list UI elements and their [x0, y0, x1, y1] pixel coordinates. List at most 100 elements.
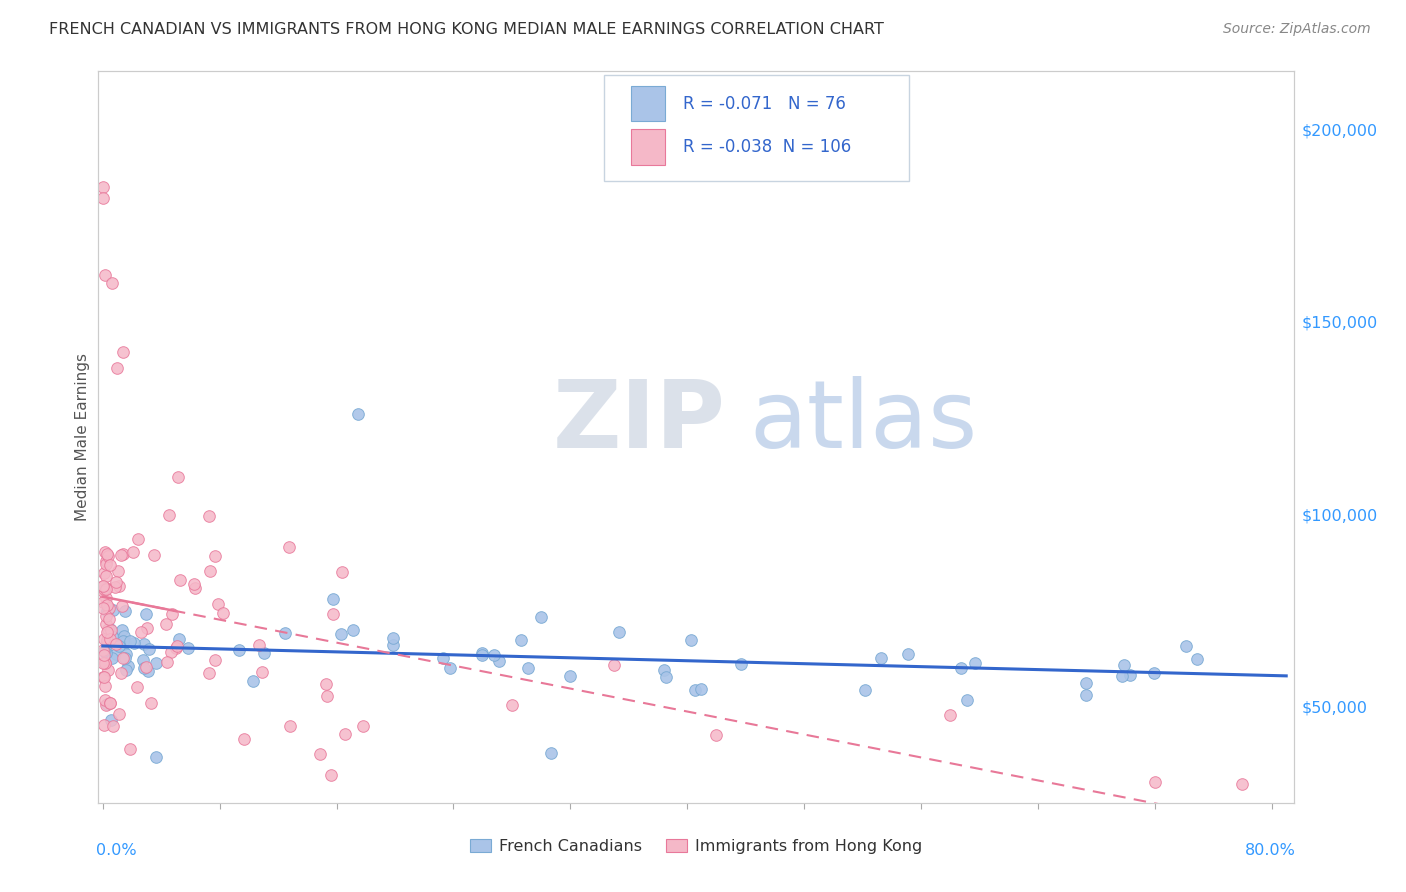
Point: [510, 633, 533, 648]
Point: [101, 276, 124, 290]
Point: [155, 617, 177, 632]
Point: [108, 639, 131, 653]
Point: [1074, 676, 1097, 690]
Point: [204, 653, 226, 667]
Point: [112, 634, 135, 648]
Point: [167, 469, 190, 483]
Point: [232, 732, 254, 747]
Point: [135, 621, 157, 635]
Point: [96, 646, 118, 660]
Text: atlas: atlas: [749, 376, 979, 468]
Point: [94, 591, 117, 605]
Point: [96, 633, 118, 648]
Point: [316, 690, 339, 704]
Point: [97, 622, 120, 636]
Legend: French Canadians, Immigrants from Hong Kong: French Canadians, Immigrants from Hong K…: [464, 833, 928, 861]
Point: [107, 564, 129, 578]
Point: [200, 564, 222, 578]
Point: [142, 548, 165, 562]
Point: [558, 669, 581, 683]
Point: [198, 665, 221, 680]
Point: [1112, 657, 1135, 672]
Point: [145, 656, 167, 670]
Point: [91, 595, 114, 609]
Point: [101, 650, 124, 665]
Point: [869, 651, 891, 665]
Point: [471, 646, 494, 660]
Point: [100, 713, 122, 727]
Point: [93, 692, 115, 706]
Point: [96, 547, 118, 561]
Point: [274, 625, 297, 640]
Point: [501, 698, 523, 713]
Point: [96, 581, 118, 595]
Point: [105, 637, 128, 651]
Point: [315, 677, 337, 691]
Point: [132, 653, 155, 667]
Point: [96, 644, 118, 658]
Point: [114, 651, 136, 665]
Point: [112, 547, 135, 561]
Point: [98, 622, 121, 636]
Point: [516, 661, 538, 675]
Point: [98, 697, 121, 711]
Point: [432, 651, 454, 665]
Point: [212, 606, 235, 620]
Point: [1111, 669, 1133, 683]
Point: [114, 604, 136, 618]
Point: [1143, 774, 1166, 789]
Point: [330, 565, 353, 579]
Point: [132, 661, 155, 675]
Point: [278, 540, 301, 554]
Point: [96, 635, 118, 649]
Point: [853, 682, 876, 697]
Point: [278, 719, 301, 733]
Point: [93, 644, 115, 658]
Text: ZIP: ZIP: [553, 376, 725, 468]
Point: [138, 641, 160, 656]
Y-axis label: Median Male Earnings: Median Male Earnings: [75, 353, 90, 521]
Point: [252, 665, 274, 679]
Point: [956, 693, 979, 707]
Point: [114, 635, 136, 649]
Point: [98, 696, 121, 710]
Point: [381, 631, 404, 645]
Point: [160, 607, 183, 621]
Point: [136, 664, 159, 678]
Point: [91, 191, 114, 205]
Text: R = -0.038  N = 106: R = -0.038 N = 106: [683, 138, 851, 156]
Point: [939, 707, 962, 722]
Point: [1185, 652, 1208, 666]
Point: [108, 706, 131, 721]
Point: [96, 697, 118, 711]
Point: [322, 607, 344, 621]
Point: [1143, 665, 1166, 680]
Point: [134, 607, 156, 621]
Point: [730, 657, 752, 672]
Bar: [631, 86, 665, 121]
Point: [439, 661, 461, 675]
Point: [679, 632, 702, 647]
Point: [165, 640, 187, 655]
Point: [309, 747, 332, 761]
Point: [91, 600, 114, 615]
Point: [1076, 688, 1098, 702]
Point: [252, 646, 274, 660]
Point: [94, 554, 117, 568]
Point: [105, 360, 128, 375]
Text: FRENCH CANADIAN VS IMMIGRANTS FROM HONG KONG MEDIAN MALE EARNINGS CORRELATION CH: FRENCH CANADIAN VS IMMIGRANTS FROM HONG …: [49, 22, 884, 37]
Text: 0.0%: 0.0%: [96, 843, 136, 858]
Point: [94, 679, 117, 693]
Point: [157, 508, 180, 523]
Point: [98, 632, 121, 646]
Point: [94, 609, 117, 624]
Point: [167, 632, 190, 647]
Point: [96, 558, 118, 572]
Point: [127, 680, 149, 694]
Text: Source: ZipAtlas.com: Source: ZipAtlas.com: [1223, 22, 1371, 37]
Point: [319, 768, 342, 782]
Point: [207, 597, 229, 611]
Point: [322, 591, 344, 606]
Point: [333, 726, 356, 740]
Point: [94, 698, 117, 713]
